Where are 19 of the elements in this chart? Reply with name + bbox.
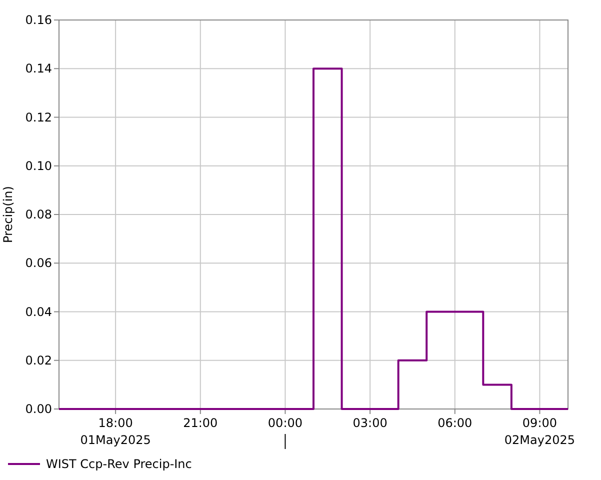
text: 01May2025 bbox=[80, 433, 151, 447]
y-tick-label: 0.02 bbox=[25, 353, 52, 368]
x-tick-label: 00:00 bbox=[268, 416, 303, 430]
y-tick-label: 0.04 bbox=[25, 304, 52, 319]
y-tick-label: 0.16 bbox=[25, 13, 52, 27]
text: 02May2025 bbox=[504, 433, 576, 447]
y-axis-title: Precip(in) bbox=[1, 186, 15, 243]
y-tick-label: 0.08 bbox=[25, 208, 52, 222]
x-tick-label: 21:00 bbox=[183, 416, 218, 430]
y-tick-label: 0.14 bbox=[25, 62, 52, 76]
legend-label: WIST Ccp-Rev Precip-Inc bbox=[46, 457, 192, 471]
x-tick-label: 18:00 bbox=[98, 416, 133, 430]
x-tick-label: 09:00 bbox=[522, 416, 558, 430]
y-tick-label: 0.10 bbox=[25, 158, 52, 173]
x-tick-label: 06:00 bbox=[438, 416, 472, 430]
y-tick-label: 0.00 bbox=[25, 402, 52, 416]
y-tick-label: 0.12 bbox=[25, 110, 52, 124]
y-tick-label: 0.06 bbox=[25, 256, 52, 270]
x-tick-label: 03:00 bbox=[352, 416, 388, 430]
